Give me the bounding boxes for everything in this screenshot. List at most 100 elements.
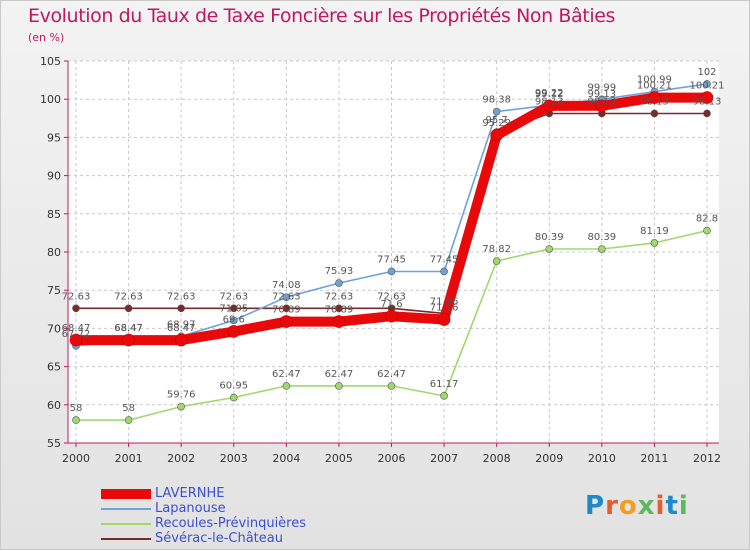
data-point <box>332 315 346 328</box>
data-label: 72.63 <box>62 291 91 302</box>
x-tick-label: 2012 <box>693 452 721 465</box>
legend-swatch <box>101 538 151 540</box>
data-label: 80.39 <box>588 232 617 243</box>
data-point <box>440 392 448 400</box>
data-point <box>542 99 556 113</box>
y-tick-label: 95 <box>47 131 61 144</box>
data-point <box>387 382 396 390</box>
data-label: 72.63 <box>325 291 354 302</box>
data-label: 68.47 <box>114 323 143 334</box>
data-label: 98.38 <box>482 95 511 106</box>
data-point <box>437 313 451 326</box>
x-tick-label: 2006 <box>378 452 406 465</box>
data-label: 67.72 <box>62 329 91 340</box>
data-label: 72.63 <box>219 291 248 302</box>
data-point <box>335 304 343 313</box>
y-tick-label: 65 <box>47 361 61 374</box>
data-label: 99.13 <box>588 89 617 100</box>
data-point <box>598 245 606 253</box>
data-point <box>595 99 609 113</box>
data-label: 102 <box>697 67 716 78</box>
data-point <box>177 304 185 313</box>
data-point <box>440 267 448 276</box>
data-point <box>229 393 238 402</box>
data-point <box>492 107 501 116</box>
data-label: 77.45 <box>377 254 406 265</box>
legend-swatch <box>101 489 151 499</box>
y-tick-label: 85 <box>47 208 61 221</box>
data-label: 58 <box>122 403 135 414</box>
data-point <box>282 382 291 390</box>
data-label: 98.13 <box>535 96 564 107</box>
data-label: 99.12 <box>535 89 564 100</box>
data-point <box>174 333 188 347</box>
data-label: 71.05 <box>219 303 248 314</box>
data-point <box>650 239 659 247</box>
data-label: 72.63 <box>377 291 406 302</box>
x-tick-label: 2008 <box>483 452 511 465</box>
data-point <box>703 226 711 235</box>
x-tick-label: 2011 <box>640 452 668 465</box>
data-label: 62.47 <box>272 369 301 380</box>
y-tick-label: 60 <box>47 399 61 412</box>
data-point <box>490 128 503 142</box>
data-label: 70.89 <box>272 305 301 316</box>
data-label: 75.93 <box>325 266 354 277</box>
data-label: 77.45 <box>430 254 459 265</box>
data-point <box>282 293 291 302</box>
data-label: 72.63 <box>114 291 143 302</box>
data-label: 98.13 <box>693 96 722 107</box>
x-tick-label: 2001 <box>115 452 143 465</box>
x-tick-label: 2007 <box>430 452 458 465</box>
y-unit-label: (en %) <box>28 31 65 44</box>
data-label: 68.47 <box>167 323 196 334</box>
data-label: 60.95 <box>219 381 248 392</box>
data-label: 69.6 <box>223 314 245 325</box>
legend-label: Recoules-Prévinquières <box>155 516 307 531</box>
chart-title: Evolution du Taux de Taxe Foncière sur l… <box>28 5 616 27</box>
data-point <box>385 309 398 323</box>
x-tick-label: 2005 <box>325 452 353 465</box>
data-label: 81.19 <box>640 226 669 237</box>
data-label: 98.13 <box>588 96 617 107</box>
data-label: 100.21 <box>690 81 725 92</box>
data-label: 99.22 <box>535 88 564 99</box>
data-point <box>122 333 135 347</box>
data-point <box>703 109 711 118</box>
data-label: 68.47 <box>114 323 143 334</box>
legend-swatch <box>101 508 151 510</box>
data-point <box>124 304 133 313</box>
data-point <box>72 416 80 424</box>
data-point <box>492 257 501 265</box>
data-point <box>282 304 291 313</box>
data-label: 70.89 <box>325 305 354 316</box>
y-tick-label: 80 <box>47 246 61 259</box>
x-tick-label: 2002 <box>167 452 195 465</box>
data-label: 71.6 <box>380 299 402 310</box>
data-point <box>335 382 343 390</box>
data-point <box>177 402 185 411</box>
data-label: 74.08 <box>272 280 301 291</box>
data-label: 68.97 <box>167 319 196 330</box>
y-tick-label: 70 <box>47 322 61 335</box>
data-label: 78.82 <box>482 244 511 255</box>
y-tick-label: 90 <box>47 170 61 183</box>
data-point <box>335 279 343 287</box>
data-point <box>703 80 711 88</box>
data-point <box>650 109 659 118</box>
data-label: 99.99 <box>588 82 617 93</box>
x-tick-label: 2010 <box>588 452 616 465</box>
data-label: 98.13 <box>640 96 669 107</box>
y-tick-label: 75 <box>47 284 61 297</box>
data-label: 71.96 <box>430 296 459 307</box>
data-label: 95.29 <box>482 118 511 129</box>
y-tick-label: 105 <box>40 55 61 68</box>
y-tick-label: 55 <box>47 437 61 450</box>
proxiti-logo: Proxiti <box>585 491 689 521</box>
data-label: 72.63 <box>272 291 301 302</box>
data-label: 71.16 <box>430 303 459 314</box>
data-label: 61.17 <box>430 379 459 390</box>
data-label: 68.47 <box>62 323 91 334</box>
data-label: 100.99 <box>637 75 672 86</box>
